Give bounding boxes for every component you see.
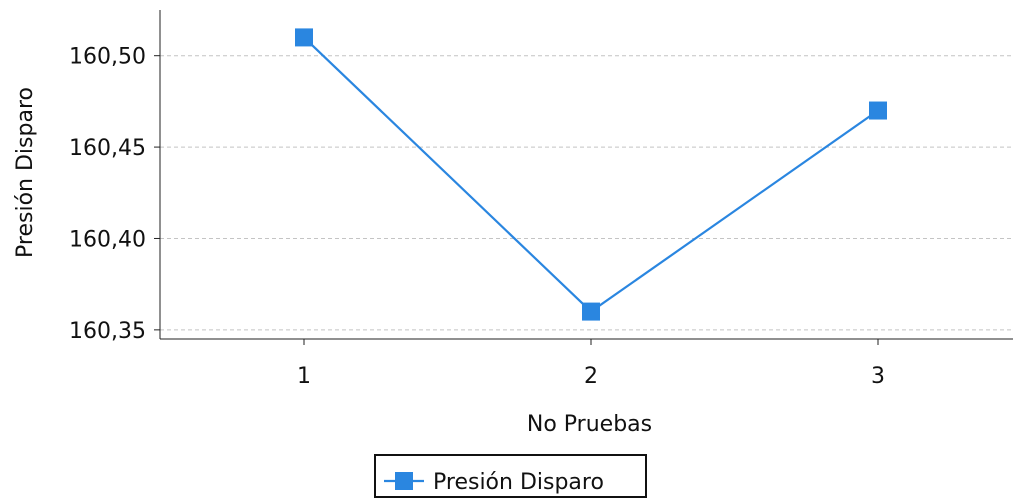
legend-box [374,454,647,498]
y-tick-label: 160,50 [69,45,146,70]
y-axis-title: Presión Disparo [13,87,38,258]
x-axis-title: No Pruebas [527,412,652,437]
data-point-marker [582,302,600,321]
grid-lines [160,55,1013,331]
x-tick-label: 1 [297,364,311,389]
legend: Presión Disparo [374,454,647,498]
x-tick-label: 2 [584,364,598,389]
axes [159,10,1013,340]
x-axis-ticks: 1 2 3 [297,339,885,389]
data-point-marker [295,28,313,47]
series-layer [295,28,887,321]
y-tick-label: 160,35 [69,319,146,344]
series-line [303,36,879,314]
y-axis-ticks: 160,35 160,40 160,45 160,50 [69,45,160,344]
legend-series-marker [395,472,413,490]
legend-series-label: Presión Disparo [433,470,604,495]
y-tick-label: 160,40 [69,227,146,252]
x-tick-label: 3 [871,364,885,389]
data-point-marker [869,101,887,120]
y-tick-label: 160,45 [69,136,146,161]
